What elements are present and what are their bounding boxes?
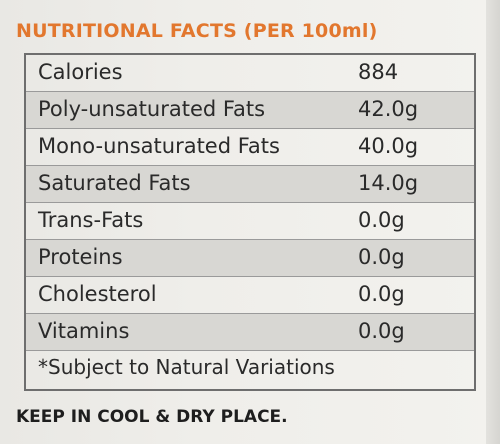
- nutrient-value: 884: [358, 60, 399, 84]
- table-row: Mono-unsaturated Fats 40.0g: [26, 129, 474, 166]
- nutrient-name: Vitamins: [38, 319, 130, 343]
- table-row: Proteins 0.0g: [26, 240, 474, 277]
- nutrition-title: NUTRITIONAL FACTS (PER 100ml): [16, 20, 378, 42]
- nutrient-name: Proteins: [38, 245, 123, 269]
- nutrition-table: Calories 884 Poly-unsaturated Fats 42.0g…: [24, 53, 476, 391]
- table-row: Poly-unsaturated Fats 42.0g: [26, 92, 474, 129]
- nutrient-name: Cholesterol: [38, 282, 157, 306]
- nutrient-value: 0.0g: [358, 208, 405, 232]
- table-row: Calories 884: [26, 55, 474, 92]
- nutrient-name: Saturated Fats: [38, 171, 191, 195]
- package-edge: [486, 0, 500, 444]
- nutrient-name: Poly-unsaturated Fats: [38, 97, 266, 121]
- table-row: Vitamins 0.0g: [26, 314, 474, 351]
- table-row: Saturated Fats 14.0g: [26, 166, 474, 203]
- table-note-row: *Subject to Natural Variations: [26, 351, 474, 388]
- nutrient-value: 40.0g: [358, 134, 419, 158]
- nutrient-value: 14.0g: [358, 171, 419, 195]
- nutrient-value: 0.0g: [358, 319, 405, 343]
- nutrient-name: Calories: [38, 60, 123, 84]
- storage-instruction: KEEP IN COOL & DRY PLACE.: [16, 407, 288, 427]
- nutrient-name: Trans-Fats: [38, 208, 144, 232]
- table-row: Cholesterol 0.0g: [26, 277, 474, 314]
- nutrient-value: 42.0g: [358, 97, 419, 121]
- variation-note: *Subject to Natural Variations: [38, 355, 335, 379]
- nutrient-value: 0.0g: [358, 245, 405, 269]
- table-row: Trans-Fats 0.0g: [26, 203, 474, 240]
- nutrient-value: 0.0g: [358, 282, 405, 306]
- nutrient-name: Mono-unsaturated Fats: [38, 134, 280, 158]
